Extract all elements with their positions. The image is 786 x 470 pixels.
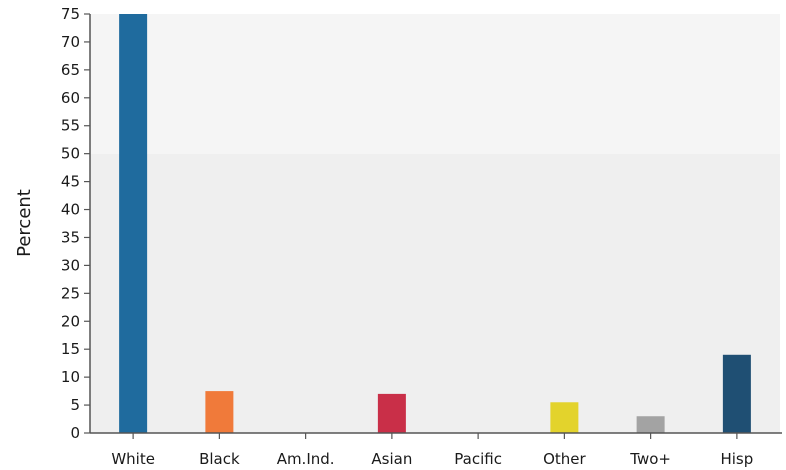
y-tick-label: 10	[61, 368, 80, 386]
x-tick-label: White	[111, 450, 155, 468]
y-tick-label: 50	[61, 145, 80, 163]
y-axis-label: Percent	[14, 189, 35, 257]
plot-area	[90, 14, 780, 433]
y-tick-label: 5	[70, 396, 80, 414]
bar-asian	[377, 393, 406, 433]
y-tick-label: 65	[61, 61, 80, 79]
bar-two	[636, 416, 665, 433]
y-tick-label: 15	[61, 340, 80, 358]
bar-hisp	[722, 354, 751, 433]
x-tick-label: Hisp	[720, 450, 753, 468]
y-tick-label: 70	[61, 33, 80, 51]
x-tick-label: Other	[543, 450, 586, 468]
y-tick-label: 30	[61, 256, 80, 274]
x-tick-label: Two+	[629, 450, 671, 468]
y-axis-ticks: 0 5 10 15 20 25 30 35 40 45 50 55 60 65 70 75	[61, 5, 90, 442]
y-tick-label: 45	[61, 173, 80, 191]
y-tick-label: 60	[61, 89, 80, 107]
y-tick-label: 40	[61, 201, 80, 219]
y-tick-label: 75	[61, 5, 80, 23]
y-tick-label: 20	[61, 312, 80, 330]
bars-group	[119, 14, 751, 433]
bar-other	[550, 402, 579, 433]
x-tick-label: Asian	[371, 450, 412, 468]
bar-white	[119, 14, 148, 433]
y-tick-label: 0	[70, 424, 80, 442]
x-tick-label: Am.Ind.	[277, 450, 335, 468]
y-tick-label: 25	[61, 284, 80, 302]
x-axis-ticks: White Black Am.Ind. Asian Pacific Other Two+ Hi…	[111, 433, 753, 468]
plot-background-upper	[90, 14, 780, 154]
y-tick-label: 35	[61, 228, 80, 246]
y-tick-label: 55	[61, 117, 80, 135]
x-tick-label: Pacific	[454, 450, 502, 468]
x-tick-label: Black	[199, 450, 240, 468]
bar-black	[205, 391, 234, 433]
plot-background-lower	[90, 154, 780, 433]
